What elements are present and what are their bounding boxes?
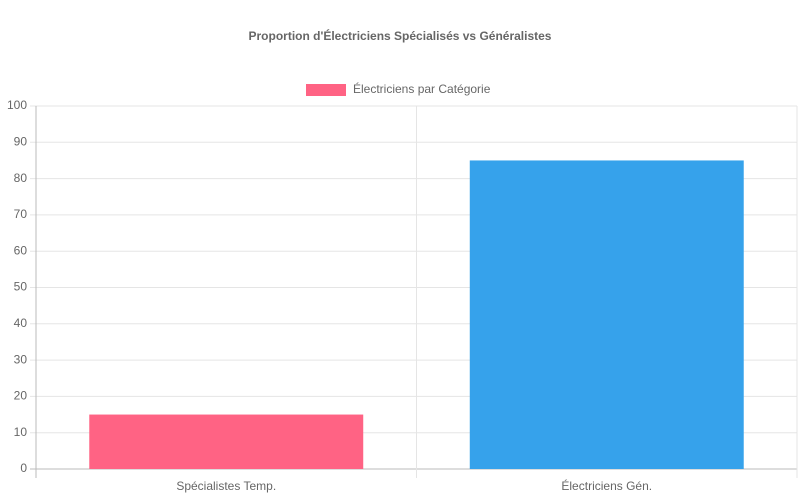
- y-tick-label: 0: [20, 461, 27, 475]
- bar: [469, 160, 744, 469]
- x-tick-label: Électriciens Gén.: [561, 478, 652, 493]
- x-tick-label: Spécialistes Temp.: [176, 479, 276, 493]
- y-tick-label: 50: [14, 280, 28, 294]
- y-tick-label: 40: [14, 316, 28, 330]
- y-tick-label: 90: [14, 134, 28, 148]
- y-tick-label: 30: [14, 352, 28, 366]
- bar: [89, 414, 364, 469]
- y-tick-label: 80: [14, 171, 28, 185]
- y-tick-label: 20: [14, 389, 28, 403]
- y-tick-label: 70: [14, 207, 28, 221]
- y-tick-label: 60: [14, 243, 28, 257]
- chart-title: Proportion d'Électriciens Spécialisés vs…: [249, 28, 552, 43]
- y-tick-label: 100: [7, 98, 27, 112]
- legend-swatch: [306, 84, 346, 96]
- y-tick-label: 10: [14, 425, 28, 439]
- legend-label: Électriciens par Catégorie: [353, 81, 491, 96]
